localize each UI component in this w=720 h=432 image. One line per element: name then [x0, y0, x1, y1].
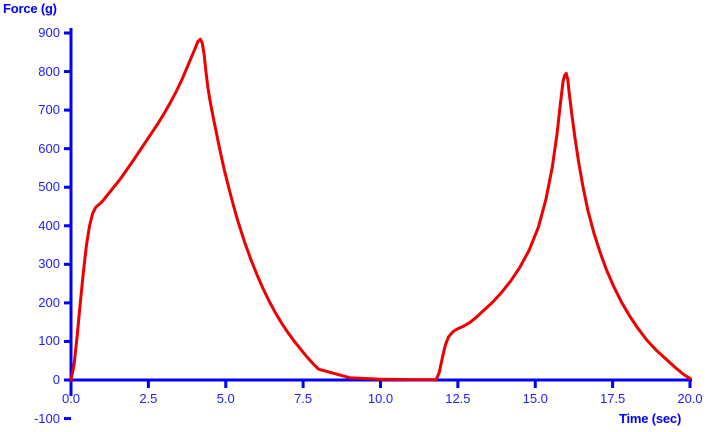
x-tick-label: 2.5 — [139, 391, 158, 406]
y-tick-label: 100 — [38, 333, 60, 349]
y-tick-label: 800 — [38, 63, 60, 79]
y-axis-ticks — [64, 31, 71, 421]
y-tick-label: -100 — [33, 410, 60, 426]
x-axis-title: Time (sec) — [619, 411, 682, 426]
x-tick-label: 5.0 — [216, 391, 235, 406]
y-tick-label: 300 — [38, 256, 60, 272]
y-axis-title: Force (g) — [3, 1, 57, 16]
x-tick-label: 20.0 — [677, 391, 703, 406]
y-tick-label: 200 — [38, 294, 60, 310]
y-tick-label: 900 — [38, 25, 60, 40]
x-tick-label: 12.5 — [445, 391, 471, 406]
y-tick-label: 500 — [38, 179, 60, 195]
y-tick-label: 600 — [38, 140, 60, 156]
force-curve — [69, 37, 692, 382]
x-tick-label: 15.0 — [522, 391, 548, 406]
y-tick-label: 700 — [38, 102, 60, 118]
y-tick-label: 0 — [52, 372, 60, 387]
x-tick-label: 17.5 — [599, 391, 626, 406]
y-tick-label: 400 — [38, 217, 60, 233]
x-tick-label: 0.0 — [61, 391, 81, 406]
x-tick-label: 10.0 — [367, 391, 394, 406]
x-tick-label: 7.5 — [294, 391, 313, 406]
